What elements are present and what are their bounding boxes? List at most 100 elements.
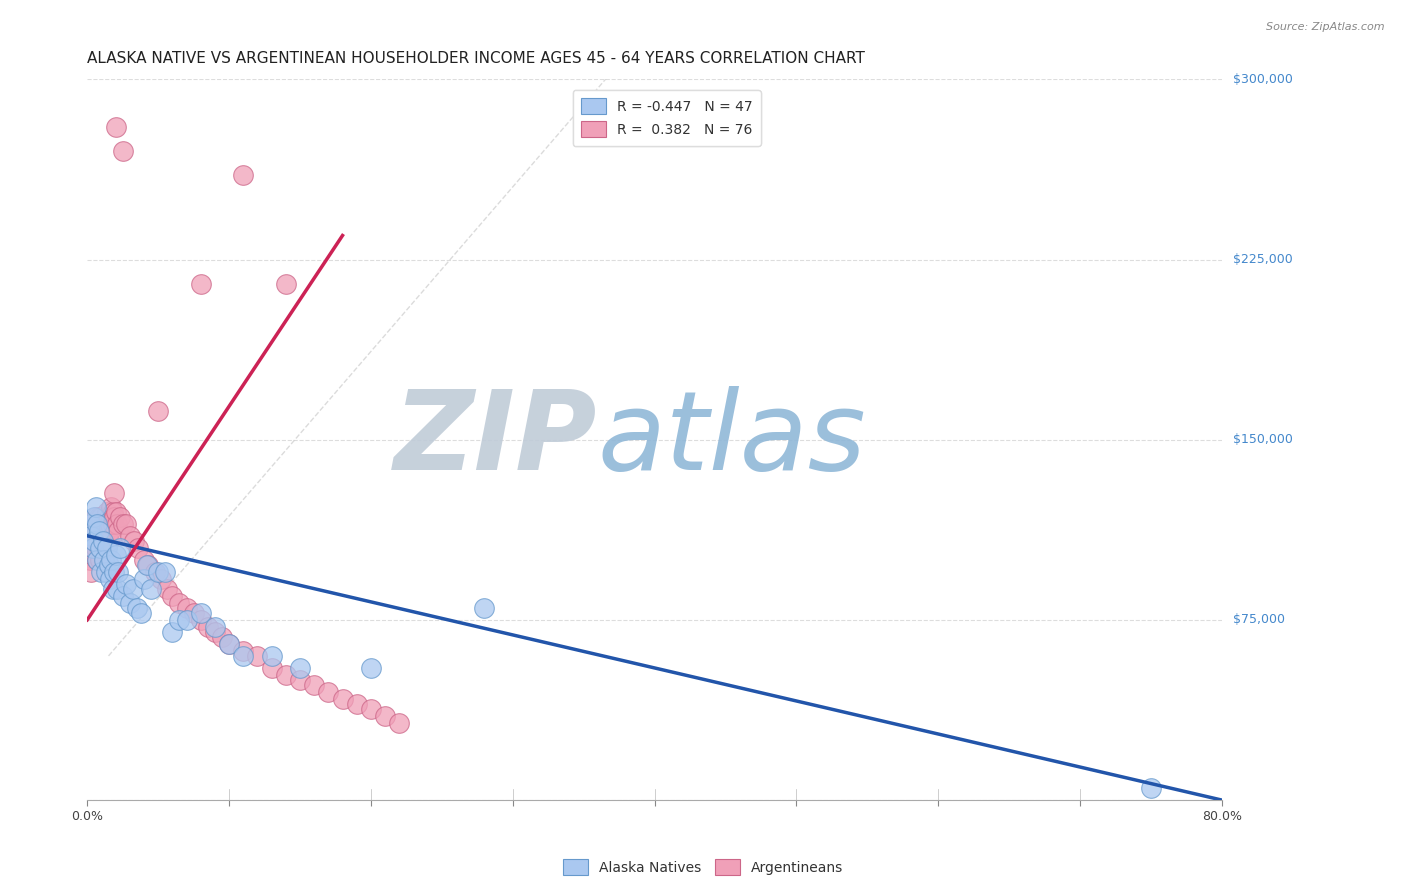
Point [143, 565, 166, 579]
Point [93, 533, 115, 548]
Point [374, 709, 396, 723]
Point [260, 661, 283, 675]
Point [89, 553, 111, 567]
Legend: R = -0.447   N = 47, R =  0.382   N = 76: R = -0.447 N = 47, R = 0.382 N = 76 [572, 90, 761, 145]
Point [97, 509, 120, 524]
Point [114, 516, 136, 531]
Point [149, 572, 172, 586]
Point [89, 541, 111, 555]
Point [86, 553, 108, 567]
Point [169, 596, 191, 610]
Legend: Alaska Natives, Argentineans: Alaska Natives, Argentineans [557, 854, 849, 880]
Point [82, 541, 104, 555]
Point [211, 630, 233, 644]
Point [108, 541, 131, 555]
Text: $300,000: $300,000 [1233, 73, 1294, 86]
Point [96, 541, 118, 555]
Point [93, 516, 115, 531]
Point [111, 589, 134, 603]
Text: $225,000: $225,000 [1233, 253, 1294, 266]
Point [97, 533, 120, 548]
Point [111, 145, 134, 159]
Point [176, 600, 198, 615]
Point [155, 565, 177, 579]
Point [139, 582, 162, 596]
Point [94, 565, 117, 579]
Point [388, 716, 411, 731]
Point [107, 565, 129, 579]
Text: ALASKA NATIVE VS ARGENTINEAN HOUSEHOLDER INCOME AGES 45 - 64 YEARS CORRELATION C: ALASKA NATIVE VS ARGENTINEAN HOUSEHOLDER… [87, 51, 865, 66]
Point [246, 648, 269, 663]
Point [82, 529, 104, 543]
Point [190, 606, 212, 620]
Point [288, 673, 311, 687]
Point [132, 553, 155, 567]
Point [346, 697, 368, 711]
Text: atlas: atlas [598, 386, 866, 493]
Point [96, 505, 118, 519]
Point [204, 620, 226, 634]
Point [84, 509, 107, 524]
Point [103, 509, 125, 524]
Point [232, 648, 254, 663]
Point [100, 509, 122, 524]
Point [79, 553, 101, 567]
Point [104, 548, 127, 562]
Point [104, 120, 127, 135]
Point [90, 533, 112, 548]
Point [274, 668, 297, 682]
Point [80, 565, 103, 579]
Point [176, 613, 198, 627]
Point [360, 702, 382, 716]
Point [83, 533, 105, 548]
Point [108, 509, 131, 524]
Point [197, 620, 219, 634]
Point [100, 500, 122, 514]
Point [136, 558, 159, 572]
Text: $150,000: $150,000 [1233, 434, 1294, 446]
Point [97, 558, 120, 572]
Point [105, 582, 128, 596]
Point [98, 572, 121, 586]
Point [274, 277, 297, 291]
Point [332, 692, 354, 706]
Point [94, 509, 117, 524]
Point [90, 509, 112, 524]
Point [84, 541, 107, 555]
Point [89, 516, 111, 531]
Point [190, 613, 212, 627]
Point [302, 678, 325, 692]
Point [232, 644, 254, 658]
Point [156, 582, 179, 596]
Point [127, 541, 149, 555]
Point [125, 600, 148, 615]
Point [107, 524, 129, 538]
Point [146, 404, 169, 418]
Point [118, 596, 141, 610]
Point [118, 529, 141, 543]
Point [83, 533, 105, 548]
Point [101, 582, 124, 596]
Point [288, 661, 311, 675]
Point [104, 505, 127, 519]
Point [121, 582, 143, 596]
Point [80, 529, 103, 543]
Point [260, 648, 283, 663]
Point [98, 524, 121, 538]
Point [204, 624, 226, 639]
Point [318, 685, 340, 699]
Point [101, 505, 124, 519]
Point [146, 565, 169, 579]
Point [98, 516, 121, 531]
Point [183, 606, 205, 620]
Point [114, 577, 136, 591]
Point [84, 500, 107, 514]
Point [360, 661, 382, 675]
Point [135, 558, 157, 572]
Point [87, 509, 110, 524]
Point [91, 524, 114, 538]
Point [472, 600, 495, 615]
Point [218, 637, 240, 651]
Point [86, 516, 108, 531]
Point [82, 541, 104, 555]
